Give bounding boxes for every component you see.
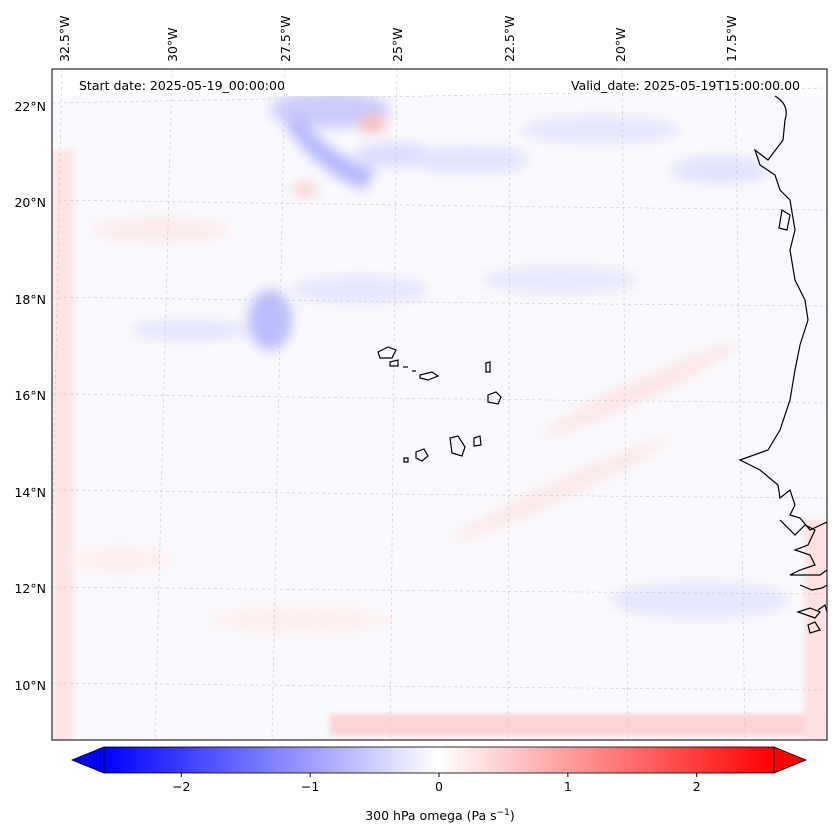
ascent-region	[130, 92, 790, 618]
lat-tick-label: 14°N	[14, 485, 46, 500]
west-boundary-band	[52, 150, 74, 740]
start-date-label: Start date: 2025-05-19_00:00:00	[79, 78, 285, 93]
colorbar-tick-label: −1	[301, 779, 319, 794]
omega-field	[52, 69, 827, 740]
coastline	[738, 95, 827, 634]
colorbar-extend-max	[773, 746, 808, 774]
colorbar-tick-label: −2	[172, 779, 190, 794]
lon-tick-label: 30°W	[165, 27, 180, 62]
colorbar-tick-label: 2	[693, 779, 701, 794]
lat-tick-labels: 22°N 20°N 18°N 16°N 14°N 12°N 10°N	[14, 99, 46, 693]
south-boundary-band	[330, 714, 827, 736]
descent-region	[70, 116, 740, 634]
lat-tick-label: 20°N	[14, 195, 46, 210]
lat-tick-label: 16°N	[14, 388, 46, 403]
graticule	[52, 69, 827, 740]
lat-tick-label: 10°N	[14, 678, 46, 693]
header-strip	[52, 69, 827, 96]
colorbar-tick-label: 1	[564, 779, 572, 794]
lon-tick-label: 20°W	[613, 27, 628, 62]
valid-date-label: Valid_date: 2025-05-19T15:00:00.00	[571, 78, 800, 93]
lon-tick-labels: 32.5°W 30°W 27.5°W 25°W 22.5°W 20°W 17.5…	[57, 16, 739, 62]
lon-tick-label: 27.5°W	[278, 16, 293, 62]
colorbar-label: 300 hPa omega (Pa s−1)	[365, 808, 515, 823]
east-boundary-band	[805, 520, 827, 740]
lon-tick-label: 22.5°W	[502, 16, 517, 62]
map-frame	[51, 68, 828, 741]
lon-tick-label: 17.5°W	[724, 16, 739, 62]
cape-verde-islands	[377, 346, 502, 463]
lat-tick-label: 18°N	[14, 292, 46, 307]
colorbar: −2 −1 0 1 2 300 hPa omega (Pa s−1)	[70, 746, 808, 823]
colorbar-extend-min	[70, 746, 105, 774]
lon-tick-label: 32.5°W	[57, 16, 72, 62]
lat-tick-label: 12°N	[14, 581, 46, 596]
lon-tick-label: 25°W	[390, 27, 405, 62]
colorbar-tick-label: 0	[435, 779, 443, 794]
lat-tick-label: 22°N	[14, 99, 46, 114]
colorbar-gradient	[103, 746, 775, 774]
